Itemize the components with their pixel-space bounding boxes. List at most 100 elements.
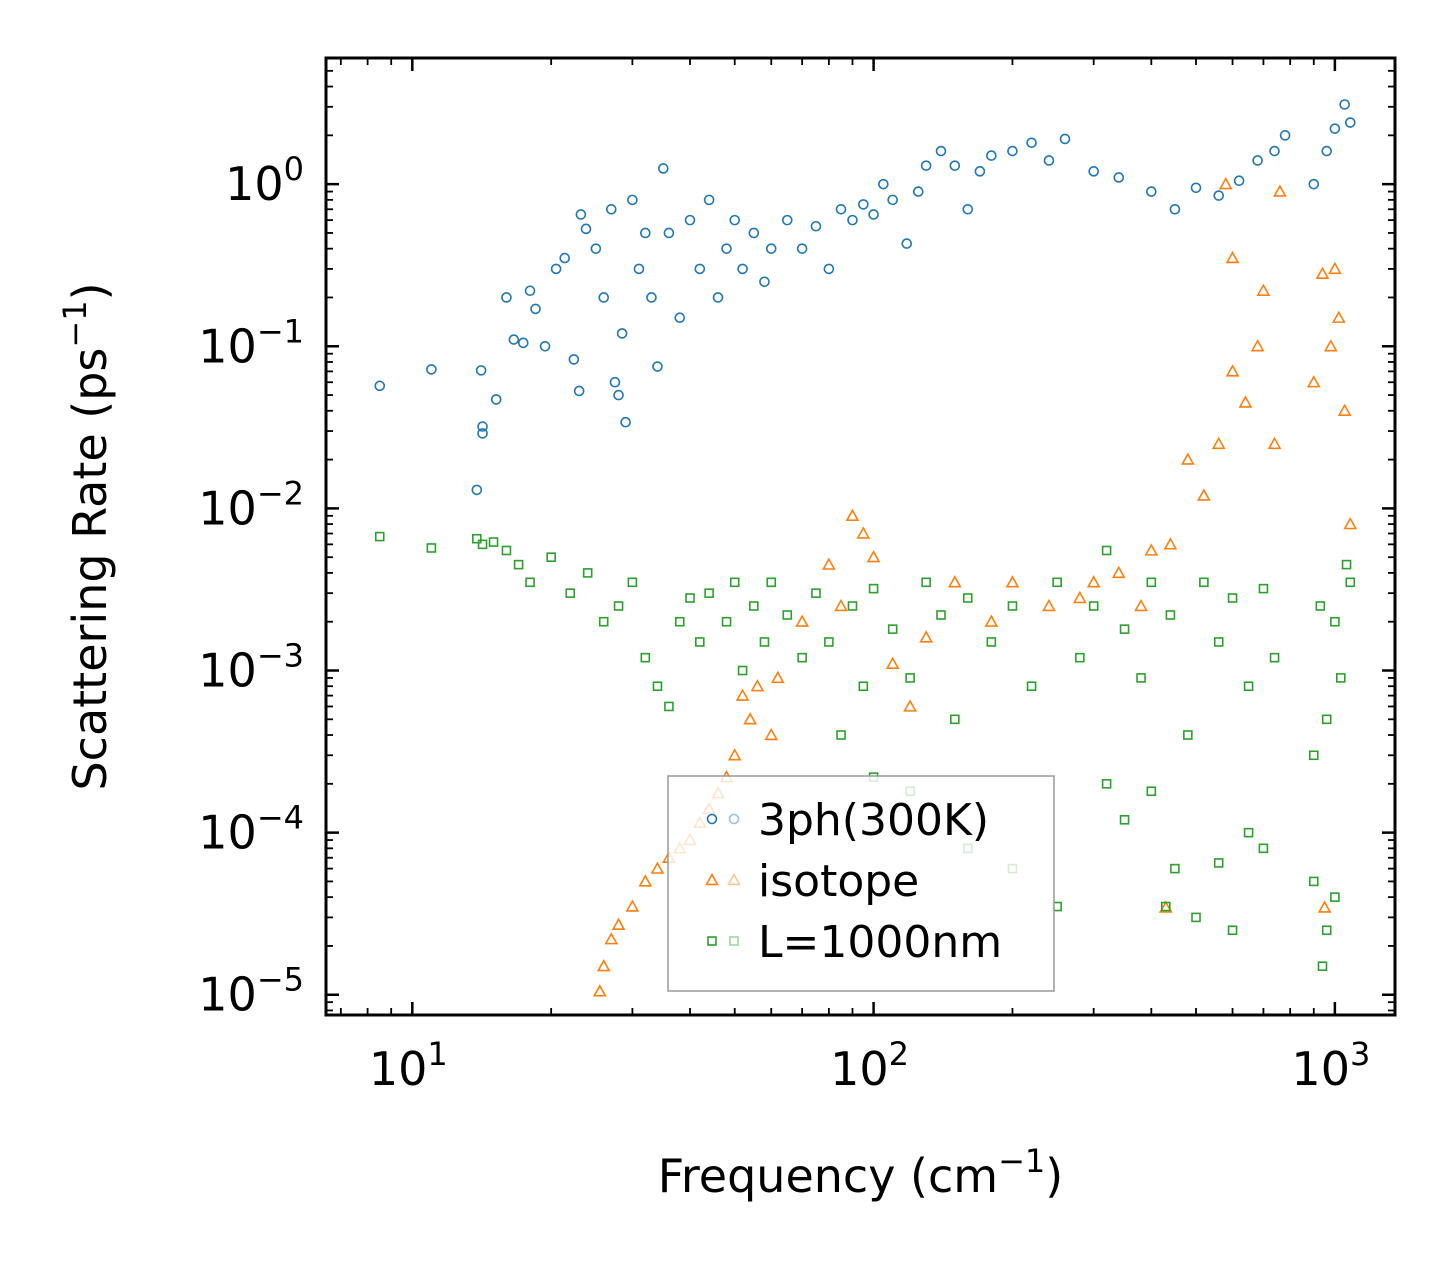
square-point bbox=[1227, 593, 1238, 603]
circle-point bbox=[712, 292, 724, 303]
circle-point bbox=[1088, 166, 1099, 177]
square-point bbox=[1345, 577, 1356, 588]
circle-point bbox=[616, 328, 628, 339]
circle-point bbox=[962, 203, 974, 215]
triangle-point bbox=[795, 614, 809, 627]
y-axis-label: Scattering Rate (ps−1) bbox=[56, 282, 117, 790]
square-point bbox=[729, 577, 740, 588]
square-point bbox=[986, 637, 997, 647]
square-point bbox=[546, 552, 556, 562]
triangle-point bbox=[947, 575, 962, 588]
square-point bbox=[1101, 779, 1112, 789]
triangle-point bbox=[638, 874, 653, 887]
square-point bbox=[685, 593, 695, 603]
square-point bbox=[721, 616, 732, 627]
square-point bbox=[1170, 863, 1180, 874]
square-point bbox=[1161, 901, 1171, 912]
square-point bbox=[1258, 583, 1269, 594]
circle-point bbox=[684, 214, 696, 226]
circle-point bbox=[694, 263, 706, 275]
square-point bbox=[1146, 786, 1157, 797]
circle-point bbox=[1321, 145, 1333, 157]
triangle-point bbox=[1238, 395, 1253, 408]
triangle-point bbox=[845, 508, 860, 522]
square-point bbox=[936, 610, 946, 620]
square-point bbox=[565, 588, 576, 598]
triangle-point bbox=[592, 984, 607, 997]
circle-point bbox=[1059, 133, 1071, 145]
triangle-point bbox=[1317, 900, 1332, 913]
triangle-point bbox=[596, 959, 611, 972]
square-point bbox=[1075, 652, 1085, 663]
y-tick-label: 10−5 bbox=[198, 961, 304, 1022]
circle-point bbox=[517, 337, 529, 349]
square-point bbox=[694, 637, 705, 647]
square-point bbox=[1243, 681, 1254, 692]
square-point bbox=[598, 616, 609, 627]
circle-point bbox=[901, 238, 913, 249]
y-tick-label: 10−2 bbox=[198, 474, 304, 535]
triangle-point bbox=[1158, 900, 1173, 913]
circle-point bbox=[1113, 172, 1125, 183]
circle-point bbox=[721, 243, 732, 254]
circle-point bbox=[920, 160, 932, 171]
square-point bbox=[797, 652, 807, 663]
square-point bbox=[811, 588, 821, 598]
square-point bbox=[501, 545, 512, 556]
square-point bbox=[749, 601, 759, 611]
legend-label: 3ph(300K) bbox=[758, 795, 989, 846]
square-point bbox=[824, 637, 834, 647]
triangle-point bbox=[650, 861, 665, 874]
triangle-point bbox=[1211, 436, 1226, 450]
circle-point bbox=[1233, 175, 1245, 187]
series-0 bbox=[374, 99, 1356, 496]
triangle-point bbox=[1306, 375, 1321, 388]
square-point bbox=[1330, 616, 1340, 627]
triangle-point bbox=[919, 630, 934, 643]
circle-point bbox=[674, 312, 686, 324]
triangle-point bbox=[1042, 598, 1056, 612]
square-point bbox=[1119, 624, 1130, 634]
circle-point bbox=[835, 203, 847, 215]
legend-label: L=1000nm bbox=[758, 917, 1002, 968]
triangle-point bbox=[1328, 261, 1342, 275]
square-point bbox=[887, 624, 898, 634]
circle-point bbox=[1026, 137, 1037, 149]
circle-point bbox=[477, 428, 488, 439]
circle-point bbox=[823, 263, 835, 275]
square-point bbox=[1183, 730, 1193, 740]
circle-point bbox=[508, 334, 520, 345]
square-point bbox=[950, 714, 960, 725]
square-point bbox=[426, 543, 437, 553]
circle-point bbox=[539, 340, 551, 352]
circle-point bbox=[426, 364, 437, 375]
square-point bbox=[1165, 610, 1176, 620]
square-point bbox=[737, 665, 748, 676]
square-point bbox=[525, 577, 535, 588]
triangle-point bbox=[1256, 283, 1271, 296]
legend-frame bbox=[667, 775, 1055, 992]
square-point bbox=[674, 616, 685, 627]
square-point bbox=[1119, 814, 1130, 825]
y-tick-label: 10−3 bbox=[198, 637, 304, 698]
triangle-point bbox=[1197, 488, 1211, 501]
square-point bbox=[374, 531, 385, 542]
square-point bbox=[1146, 577, 1157, 588]
square-point bbox=[1101, 545, 1112, 556]
triangle-point bbox=[1323, 339, 1338, 352]
triangle-point bbox=[1218, 177, 1233, 190]
triangle-point bbox=[856, 526, 871, 539]
square-point bbox=[1308, 750, 1319, 761]
legend-marker bbox=[707, 936, 717, 946]
triangle-point bbox=[1163, 537, 1178, 550]
square-point bbox=[782, 610, 793, 620]
triangle-point bbox=[1267, 436, 1282, 450]
triangle-point bbox=[866, 550, 881, 563]
circle-point bbox=[1007, 145, 1018, 157]
circle-point bbox=[1043, 155, 1055, 166]
circle-point bbox=[633, 263, 645, 275]
circle-point bbox=[573, 385, 585, 397]
square-point bbox=[905, 673, 915, 683]
triangle-point bbox=[834, 598, 848, 612]
square-point bbox=[472, 533, 482, 544]
